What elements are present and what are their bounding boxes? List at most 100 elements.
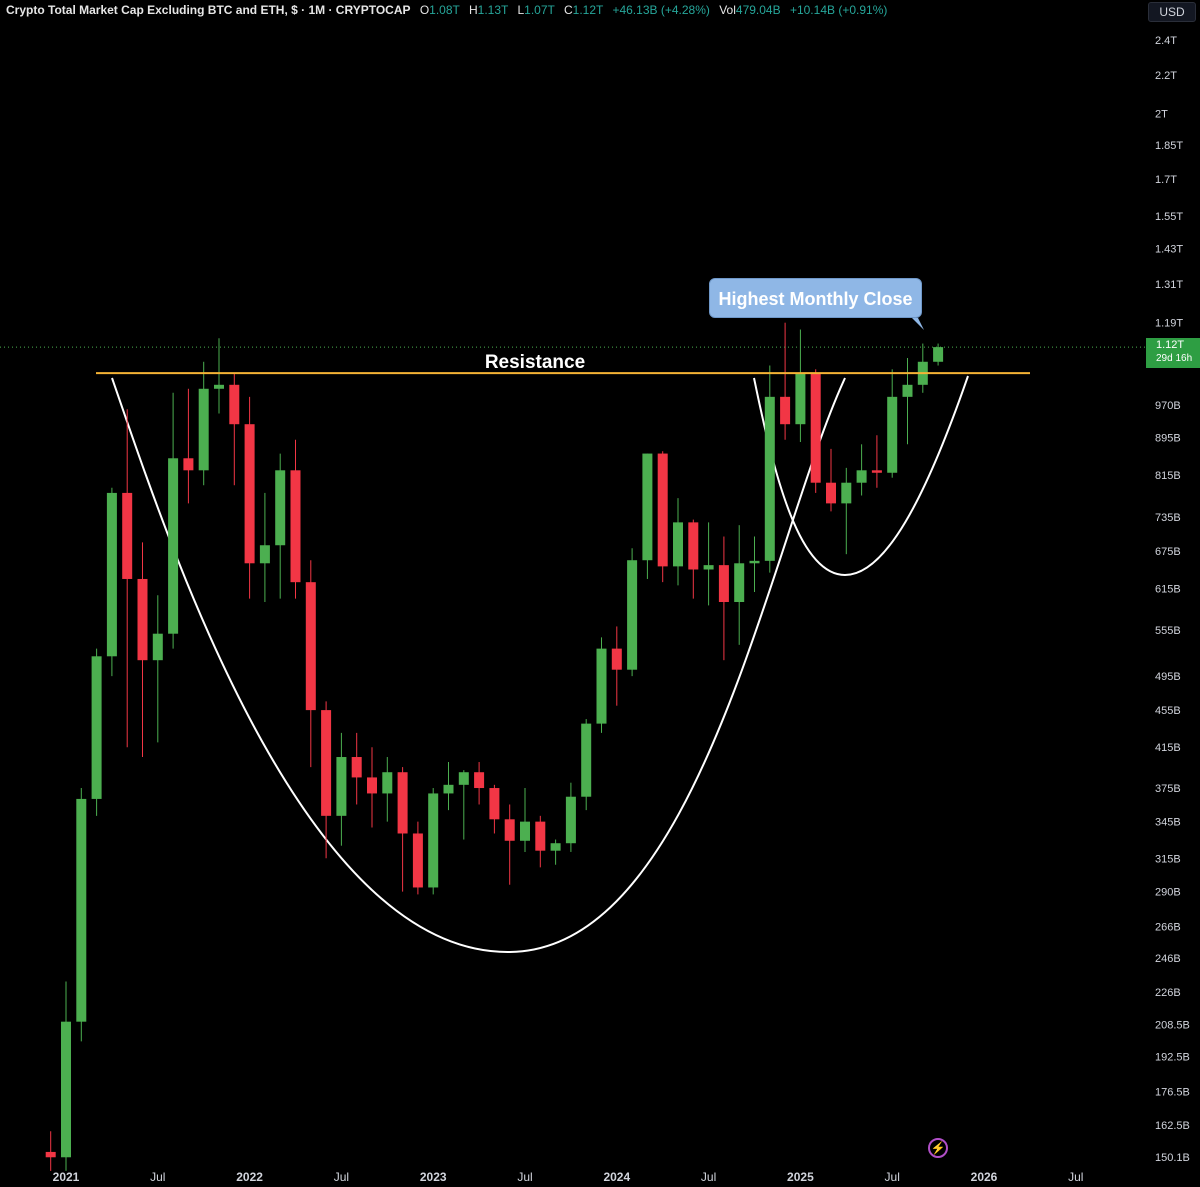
candle	[259, 492, 270, 603]
candle	[718, 536, 729, 661]
x-tick-label: 2023	[420, 1170, 447, 1184]
candle	[734, 525, 745, 645]
candle-body	[259, 545, 270, 564]
candle	[474, 762, 485, 805]
y-tick-label: 208.5B	[1155, 1020, 1190, 1032]
y-tick-label: 150.1B	[1155, 1152, 1190, 1164]
candle	[642, 453, 653, 579]
high-label: H	[468, 3, 478, 17]
y-tick-label: 1.55T	[1155, 211, 1183, 223]
y-tick-label: 246B	[1155, 953, 1181, 965]
candle-body	[673, 522, 683, 567]
candle-body	[520, 821, 530, 841]
candle-body	[106, 492, 117, 657]
candle	[688, 519, 699, 599]
candle	[504, 804, 515, 885]
candle	[367, 747, 377, 828]
candle	[795, 329, 806, 443]
candle-body	[321, 710, 332, 816]
candle-body	[76, 798, 87, 1022]
candle-body	[703, 565, 714, 570]
close-label: C	[563, 3, 573, 17]
candle	[520, 788, 530, 852]
candle-body	[826, 482, 836, 504]
candle	[764, 365, 775, 573]
price-axis[interactable]: 2.4T 2.2T 2T 1.85T 1.7T 1.55T 1.43T 1.31T 1.19T 9…	[1155, 35, 1190, 1164]
y-tick-label: 315B	[1155, 853, 1181, 865]
bar-countdown: 29d 16h	[1156, 353, 1193, 364]
candle	[91, 648, 102, 816]
candle-body	[810, 373, 821, 483]
y-tick-label: 970B	[1155, 400, 1181, 412]
candle	[917, 343, 928, 393]
candle	[45, 1131, 56, 1171]
candle	[198, 361, 209, 486]
candle	[106, 487, 117, 677]
candle	[627, 548, 638, 677]
current-price-tag: 1.12T 29d 16h	[1146, 338, 1200, 368]
y-tick-label: 1.31T	[1155, 279, 1183, 291]
candle-body	[627, 560, 638, 670]
y-tick-label: 192.5B	[1155, 1052, 1190, 1064]
candle	[550, 839, 561, 865]
candles	[45, 322, 944, 1171]
candle	[321, 701, 332, 859]
candle-body	[122, 492, 133, 579]
candle-body	[688, 522, 699, 570]
symbol-title[interactable]: Crypto Total Market Cap Excluding BTC an…	[6, 3, 411, 17]
candle	[382, 757, 393, 822]
candle	[137, 542, 148, 758]
high-value: 1.13T	[477, 3, 509, 17]
candle	[152, 595, 163, 743]
candle-body	[565, 796, 576, 844]
x-tick-label: 2022	[236, 1170, 263, 1184]
candle	[596, 637, 607, 733]
candle-body	[152, 633, 163, 661]
candle-body	[887, 396, 898, 473]
y-tick-label: 495B	[1155, 671, 1181, 683]
y-tick-label: 1.7T	[1155, 174, 1177, 186]
symbol-header: Crypto Total Market Cap Excluding BTC an…	[6, 3, 887, 17]
candle-body	[367, 777, 377, 794]
volume-change: +10.14B (+0.91%)	[789, 3, 888, 17]
price-change: +46.13B (+4.28%)	[612, 3, 710, 17]
x-tick-label: 2021	[53, 1170, 80, 1184]
candle-body	[489, 788, 500, 820]
y-tick-label: 290B	[1155, 887, 1181, 899]
candle	[826, 448, 836, 512]
cup-curve	[111, 377, 846, 954]
candle-body	[412, 833, 423, 888]
candle	[428, 788, 439, 895]
currency-button[interactable]: USD	[1148, 2, 1196, 22]
candle-body	[198, 388, 209, 471]
time-axis[interactable]: 2021 Jul 2022 Jul 2023 Jul 2024 Jul 2025 Jul 2026 J…	[53, 1170, 1084, 1184]
candle-body	[780, 396, 791, 425]
candle	[749, 536, 760, 592]
lightning-icon[interactable]: ⚡	[928, 1138, 948, 1158]
candle	[489, 784, 500, 834]
x-tick-label: Jul	[334, 1170, 349, 1184]
candle-body	[764, 396, 775, 561]
candle-body	[91, 656, 102, 799]
y-tick-label: 615B	[1155, 584, 1181, 596]
resistance-label: Resistance	[484, 352, 586, 373]
candle	[902, 358, 913, 445]
candle-body	[168, 458, 179, 634]
x-tick-label: 2026	[971, 1170, 998, 1184]
candle-body	[397, 772, 408, 834]
candle-body	[458, 772, 469, 785]
candle-body	[305, 582, 316, 711]
y-tick-label: 375B	[1155, 783, 1181, 795]
candle	[458, 770, 469, 840]
candle	[871, 435, 882, 488]
candle-body	[382, 772, 393, 794]
y-tick-label: 2.4T	[1155, 35, 1177, 47]
y-tick-label: 2.2T	[1155, 70, 1177, 82]
candle-body	[443, 784, 454, 794]
low-value: 1.07T	[524, 3, 555, 17]
candle	[229, 373, 240, 486]
volume-label: Vol	[719, 3, 736, 17]
candle	[780, 322, 791, 440]
candle	[76, 788, 87, 1042]
